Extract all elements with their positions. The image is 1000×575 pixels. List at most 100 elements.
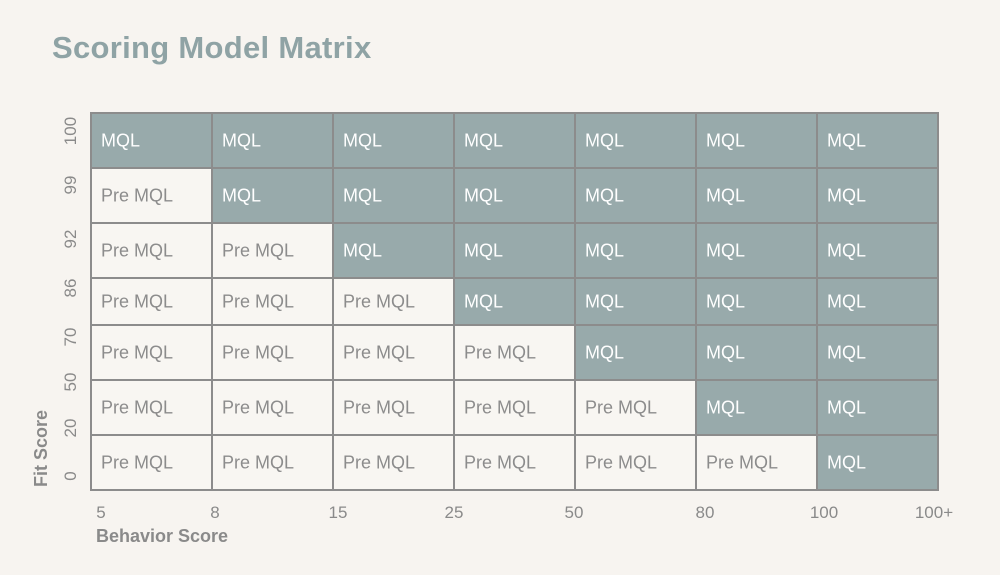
matrix-cell bbox=[90, 434, 213, 491]
matrix-cell bbox=[453, 434, 576, 491]
matrix-cell-label: MQL bbox=[585, 241, 624, 261]
matrix-cell-label: MQL bbox=[343, 186, 382, 206]
matrix-cell-label: MQL bbox=[706, 398, 745, 418]
matrix-cell-label: Pre MQL bbox=[101, 343, 173, 363]
matrix-cell bbox=[332, 222, 455, 279]
matrix-cell bbox=[816, 167, 939, 224]
matrix-cell bbox=[332, 324, 455, 381]
matrix-cell-label: Pre MQL bbox=[101, 398, 173, 418]
matrix-cell bbox=[816, 379, 939, 436]
y-tick-label: 86 bbox=[61, 279, 80, 298]
y-tick-label: 100 bbox=[61, 117, 80, 145]
matrix-cell bbox=[332, 112, 455, 169]
matrix-cell-label: MQL bbox=[827, 241, 866, 261]
x-tick-label: 25 bbox=[445, 503, 464, 522]
matrix-cell-label: MQL bbox=[101, 131, 140, 151]
matrix-cell-label: MQL bbox=[827, 186, 866, 206]
matrix-cell bbox=[90, 167, 213, 224]
matrix-cell-label: MQL bbox=[585, 186, 624, 206]
matrix-cell-label: Pre MQL bbox=[222, 343, 294, 363]
matrix-cell-label: Pre MQL bbox=[464, 398, 536, 418]
matrix-cell bbox=[816, 277, 939, 326]
matrix-cell bbox=[574, 167, 697, 224]
matrix-cell-label: Pre MQL bbox=[222, 292, 294, 312]
matrix-cell bbox=[332, 277, 455, 326]
y-tick-label: 50 bbox=[61, 373, 80, 392]
x-tick-label: 15 bbox=[329, 503, 348, 522]
matrix-cell-label: Pre MQL bbox=[464, 453, 536, 473]
matrix-cell bbox=[453, 277, 576, 326]
matrix-cell bbox=[816, 434, 939, 491]
x-tick-label: 8 bbox=[210, 503, 219, 522]
matrix-cell-label: MQL bbox=[706, 186, 745, 206]
matrix-cell-label: MQL bbox=[343, 241, 382, 261]
matrix-cell-label: Pre MQL bbox=[222, 241, 294, 261]
matrix-cell bbox=[816, 112, 939, 169]
matrix-cell-label: Pre MQL bbox=[706, 453, 778, 473]
x-tick-label: 100+ bbox=[915, 503, 953, 522]
x-tick-label: 80 bbox=[696, 503, 715, 522]
matrix-cell bbox=[211, 324, 334, 381]
matrix-cell-label: MQL bbox=[827, 292, 866, 312]
matrix-cell bbox=[332, 167, 455, 224]
matrix-cell bbox=[453, 222, 576, 279]
matrix-cell-label: MQL bbox=[827, 131, 866, 151]
x-tick-label: 50 bbox=[565, 503, 584, 522]
matrix-cell-label: MQL bbox=[585, 131, 624, 151]
matrix-cell-label: MQL bbox=[343, 131, 382, 151]
matrix-cell-label: MQL bbox=[464, 241, 503, 261]
matrix-cell bbox=[211, 434, 334, 491]
matrix-cell bbox=[574, 434, 697, 491]
y-tick-label: 0 bbox=[61, 471, 80, 480]
y-tick-label: 99 bbox=[61, 176, 80, 195]
y-tick-label: 20 bbox=[61, 419, 80, 438]
matrix-cell bbox=[332, 379, 455, 436]
matrix-cell bbox=[90, 222, 213, 279]
matrix-cell bbox=[90, 112, 213, 169]
y-tick-label: 70 bbox=[61, 328, 80, 347]
matrix-cell bbox=[695, 167, 818, 224]
matrix-cell-label: MQL bbox=[706, 131, 745, 151]
matrix-cell-label: Pre MQL bbox=[101, 186, 173, 206]
matrix-cell-label: Pre MQL bbox=[343, 343, 415, 363]
x-axis-label: Behavior Score bbox=[96, 526, 229, 546]
matrix-cell-label: Pre MQL bbox=[585, 398, 657, 418]
matrix-cell-label: MQL bbox=[706, 292, 745, 312]
matrix-cell bbox=[211, 277, 334, 326]
matrix-cell-label: Pre MQL bbox=[101, 241, 173, 261]
matrix-cell-label: MQL bbox=[827, 398, 866, 418]
matrix-cell-label: Pre MQL bbox=[343, 398, 415, 418]
matrix-cell-label: MQL bbox=[464, 131, 503, 151]
y-tick-label: 92 bbox=[61, 230, 80, 249]
matrix-cell-label: Pre MQL bbox=[101, 292, 173, 312]
matrix-cell-label: MQL bbox=[585, 292, 624, 312]
matrix-cell-label: Pre MQL bbox=[585, 453, 657, 473]
matrix-cell bbox=[90, 324, 213, 381]
matrix-cell-label: MQL bbox=[585, 343, 624, 363]
matrix-cell bbox=[574, 277, 697, 326]
matrix-cell-label: Pre MQL bbox=[343, 453, 415, 473]
matrix-cell-label: MQL bbox=[706, 343, 745, 363]
matrix-cell bbox=[695, 434, 818, 491]
matrix-cell-label: MQL bbox=[464, 186, 503, 206]
x-tick-label: 5 bbox=[96, 503, 105, 522]
matrix-cell-label: MQL bbox=[222, 186, 261, 206]
matrix-cell-label: Pre MQL bbox=[222, 453, 294, 473]
matrix-cell-label: Pre MQL bbox=[101, 453, 173, 473]
matrix-cell bbox=[574, 222, 697, 279]
matrix-cell-label: MQL bbox=[827, 453, 866, 473]
matrix-cell bbox=[211, 112, 334, 169]
y-axis-label: Fit Score bbox=[31, 409, 51, 487]
matrix-cell-label: MQL bbox=[222, 131, 261, 151]
matrix-cell bbox=[695, 379, 818, 436]
matrix-cell-label: MQL bbox=[706, 241, 745, 261]
x-tick-label: 100 bbox=[810, 503, 838, 522]
matrix-cell-label: Pre MQL bbox=[343, 292, 415, 312]
matrix-cell-label: Pre MQL bbox=[222, 398, 294, 418]
matrix-cell bbox=[332, 434, 455, 491]
matrix-cell bbox=[453, 379, 576, 436]
matrix-cell bbox=[211, 167, 334, 224]
chart-title: Scoring Model Matrix bbox=[52, 30, 372, 65]
matrix-cell-label: Pre MQL bbox=[464, 343, 536, 363]
